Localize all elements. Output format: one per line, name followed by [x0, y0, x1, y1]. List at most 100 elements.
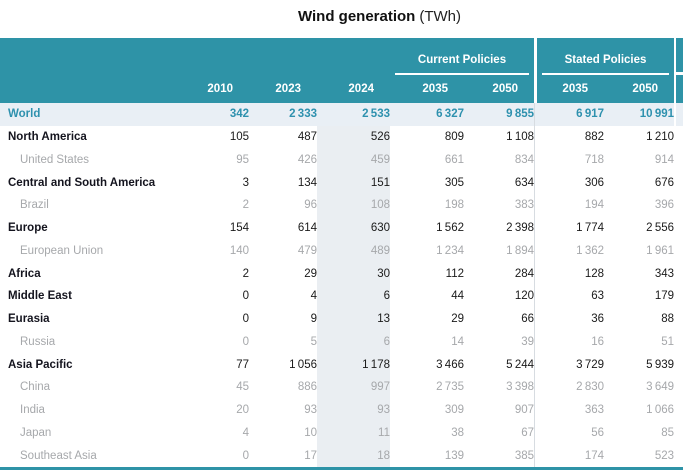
region-label: World — [0, 103, 186, 126]
year-header-row: 2010 2023 2024 2035 2050 2035 2050 — [0, 75, 675, 103]
value-cell: 10 — [304, 426, 317, 439]
cropped-next-column-header — [676, 38, 683, 103]
value-cell: 4 — [242, 426, 249, 439]
value-cell: 284 — [514, 267, 535, 280]
table-row-eurasia: Eurasia 0 9 13 29 66 36 88 — [0, 307, 675, 331]
table-row-china: China 45 886 997 2 735 3 398 2 830 3 649 — [0, 376, 674, 399]
value-cell: 343 — [654, 267, 675, 280]
value-cell: 1 178 — [317, 353, 390, 376]
value-cell: 67 — [521, 426, 535, 439]
value-cell: 1 066 — [646, 404, 675, 417]
table-row-europe: Europe 154 614 630 1 562 2 398 1 774 2 556 — [0, 216, 674, 240]
value-cell: 9 855 — [464, 103, 535, 126]
value-cell: 342 — [186, 103, 249, 126]
value-cell: 14 — [451, 335, 464, 348]
value-cell: 3 398 — [506, 381, 535, 394]
value-cell: 1 961 — [646, 244, 675, 257]
table-row-japan: Japan 4 10 11 38 67 56 85 — [0, 421, 674, 445]
year-column-header-1-2023: 2023 — [249, 75, 317, 103]
wind-generation-table: Current Policies Stated Policies 2010 202… — [0, 38, 675, 467]
group-header-stated-policies-label: Stated Policies — [542, 54, 670, 75]
value-cell: 96 — [304, 199, 317, 212]
table-row-asia-pacific: Asia Pacific 77 1 056 1 178 3 466 5 244 3 729 5… — [0, 353, 674, 376]
chart-title-text: Wind generation — [297, 8, 416, 25]
value-cell: 718 — [534, 148, 604, 172]
value-cell: 0 — [242, 449, 249, 462]
year-column-header-0-2010: 2010 — [186, 75, 249, 103]
value-cell: 0 — [242, 335, 249, 348]
value-cell: 2 398 — [506, 222, 535, 235]
value-cell: 56 — [534, 421, 604, 445]
value-cell: 1 894 — [506, 244, 535, 257]
table-body: World 342 2 333 2 533 6 327 9 855 6 917 10 991 N… — [0, 103, 675, 467]
value-cell: 93 — [304, 404, 317, 417]
region-label: United States — [20, 153, 90, 166]
value-cell: 51 — [661, 335, 675, 348]
value-cell: 3 466 — [436, 358, 464, 371]
value-cell: 108 — [317, 194, 390, 217]
value-cell: 2 830 — [534, 376, 604, 399]
value-cell: 834 — [514, 153, 535, 166]
region-label: Europe — [8, 222, 48, 235]
value-cell: 11 — [317, 421, 390, 445]
value-cell: 396 — [654, 199, 675, 212]
value-cell: 385 — [514, 449, 535, 462]
region-label: Southeast Asia — [20, 449, 97, 462]
table-bottom-border — [0, 467, 683, 470]
value-cell: 20 — [236, 404, 249, 417]
table-header: Current Policies Stated Policies 2010 202… — [0, 38, 675, 103]
year-column-header-5-2035: 2035 — [534, 75, 605, 103]
value-cell: 5 — [310, 335, 317, 348]
value-cell: 29 — [451, 313, 464, 326]
value-cell: 661 — [444, 153, 464, 166]
scenario-group-row: Current Policies Stated Policies — [0, 38, 675, 75]
year-column-header-6-2050: 2050 — [604, 75, 675, 103]
table-row-world: World 342 2 333 2 533 6 327 9 855 6 917 10 991 — [0, 103, 675, 126]
value-cell: 174 — [534, 444, 604, 467]
value-cell: 630 — [317, 216, 390, 240]
region-label: Asia Pacific — [8, 358, 73, 371]
group-header-current-policies: Current Policies — [390, 38, 535, 75]
table-row-middle-east: Middle East 0 4 6 44 120 63 179 — [0, 285, 674, 308]
value-cell: 6 917 — [534, 103, 605, 126]
value-cell: 45 — [236, 381, 249, 394]
year-column-header-4-2050: 2050 — [464, 75, 535, 103]
table-row-north-america: North America 105 487 526 809 1 108 882 1 210 — [0, 125, 674, 149]
value-cell: 363 — [534, 398, 604, 422]
value-cell: 13 — [317, 307, 390, 331]
value-cell: 4 — [310, 290, 317, 303]
value-cell: 17 — [304, 449, 317, 462]
value-cell: 1 774 — [534, 216, 604, 240]
value-cell: 151 — [317, 171, 390, 194]
value-cell: 77 — [236, 358, 249, 371]
table-row-brazil: Brazil 2 96 108 198 383 194 396 — [0, 194, 674, 217]
value-cell: 526 — [317, 125, 390, 149]
value-cell: 479 — [297, 244, 317, 257]
value-cell: 18 — [317, 444, 390, 467]
value-cell: 154 — [229, 222, 249, 235]
value-cell: 2 — [242, 267, 249, 280]
year-column-header-3-2035: 2035 — [390, 75, 464, 103]
value-cell: 0 — [242, 313, 249, 326]
value-cell: 16 — [534, 330, 604, 354]
value-cell: 93 — [317, 398, 390, 422]
value-cell: 523 — [654, 449, 675, 462]
value-cell: 1 108 — [506, 131, 535, 144]
value-cell: 5 244 — [506, 358, 535, 371]
value-cell: 66 — [521, 313, 535, 326]
value-cell: 306 — [534, 171, 604, 194]
value-cell: 1 234 — [436, 244, 464, 257]
value-cell: 305 — [444, 176, 464, 189]
table-row-central-and-south-america: Central and South America 3 134 151 305 634 30… — [0, 171, 674, 194]
value-cell: 882 — [534, 125, 604, 149]
value-cell: 1 056 — [289, 358, 317, 371]
value-cell: 3 649 — [646, 381, 675, 394]
value-cell: 3 — [242, 176, 249, 189]
table-row-russia: Russia 0 5 6 14 39 16 51 — [0, 330, 675, 354]
value-cell: 907 — [514, 404, 535, 417]
region-label: European Union — [20, 244, 104, 257]
value-cell: 88 — [661, 313, 675, 326]
value-cell: 198 — [444, 199, 464, 212]
value-cell: 112 — [445, 267, 464, 280]
value-cell: 997 — [317, 376, 390, 399]
